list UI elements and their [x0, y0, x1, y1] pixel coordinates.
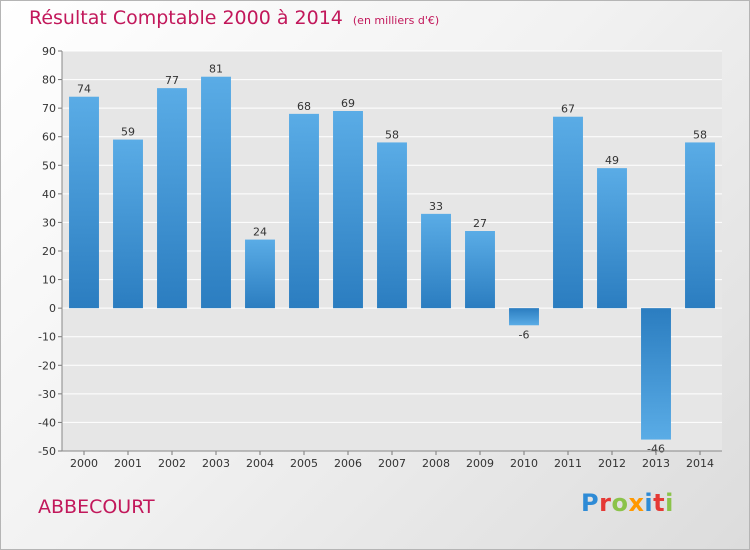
bar-2005 [289, 113, 319, 309]
chart-title: Résultat Comptable 2000 à 2014 [29, 7, 343, 29]
x-tick-label: 2014 [686, 457, 714, 470]
bar-2000 [69, 96, 99, 309]
bar-2009 [465, 231, 495, 309]
data-label: 69 [341, 97, 355, 110]
bar-2003 [201, 76, 231, 309]
data-label: 24 [253, 226, 267, 239]
data-label: -46 [647, 443, 665, 456]
data-label: -6 [519, 328, 530, 341]
y-tick-label: 50 [42, 159, 56, 172]
x-tick-label: 2003 [202, 457, 230, 470]
data-label: 74 [77, 83, 91, 96]
y-tick-label: -30 [38, 388, 56, 401]
x-tick-label: 2001 [114, 457, 142, 470]
y-tick-label: 20 [42, 245, 56, 258]
logo-letter: r [599, 489, 612, 517]
y-tick-label: 0 [49, 302, 56, 315]
x-tick-label: 2006 [334, 457, 362, 470]
bar-2001 [113, 139, 143, 309]
proxiti-logo[interactable]: Proxiti [581, 489, 674, 517]
data-label: 59 [121, 126, 135, 139]
y-tick-label: 10 [42, 274, 56, 287]
bar-2010 [509, 308, 539, 326]
logo-letter: i [665, 489, 674, 517]
bar-2007 [377, 142, 407, 309]
logo-letter: t [653, 489, 666, 517]
chart-title-block: Résultat Comptable 2000 à 2014 (en millie… [29, 7, 439, 29]
bar-2008 [421, 213, 451, 309]
x-tick-label: 2004 [246, 457, 274, 470]
data-label: 81 [209, 63, 223, 76]
x-tick-label: 2011 [554, 457, 582, 470]
x-tick-label: 2012 [598, 457, 626, 470]
bar-2004 [245, 239, 275, 309]
bar-2013 [641, 308, 671, 440]
y-tick-label: -40 [38, 416, 56, 429]
chart-subtitle: (en milliers d'€) [352, 14, 440, 27]
data-label: 77 [165, 74, 179, 87]
x-tick-label: 2009 [466, 457, 494, 470]
data-label: 33 [429, 200, 443, 213]
x-tick-label: 2008 [422, 457, 450, 470]
y-tick-label: 80 [42, 74, 56, 87]
y-tick-label: -10 [38, 331, 56, 344]
bar-2014 [685, 142, 715, 309]
logo-letter: P [581, 489, 600, 517]
x-tick-label: 2005 [290, 457, 318, 470]
bar-2012 [597, 168, 627, 309]
data-label: 27 [473, 217, 487, 230]
data-label: 68 [297, 100, 311, 113]
data-label: 58 [385, 128, 399, 141]
data-label: 67 [561, 103, 575, 116]
x-tick-label: 2000 [70, 457, 98, 470]
bar-2006 [333, 111, 363, 309]
y-tick-label: -50 [38, 445, 56, 458]
x-tick-label: 2002 [158, 457, 186, 470]
x-tick-label: 2010 [510, 457, 538, 470]
x-tick-label: 2007 [378, 457, 406, 470]
y-tick-label: 60 [42, 131, 56, 144]
x-tick-label: 2013 [642, 457, 670, 470]
logo-letter: x [628, 489, 645, 517]
axes-group: -50 -40 -30 -20 -10 0 10 20 30 40 50 60 70 80 90 2000 20… [38, 45, 722, 470]
y-tick-label: 30 [42, 216, 56, 229]
data-label: 58 [693, 128, 707, 141]
y-tick-label: 90 [42, 45, 56, 58]
data-label: 49 [605, 154, 619, 167]
logo-letter: o [611, 489, 629, 517]
y-tick-label: 40 [42, 188, 56, 201]
y-tick-label: 70 [42, 102, 56, 115]
y-tick-label: -20 [38, 359, 56, 372]
bars-group: 74 59 77 81 24 68 69 58 33 27 -6 67 49 -46 58 [69, 63, 715, 456]
logo-letter: i [644, 489, 654, 517]
bar-2011 [553, 116, 583, 309]
bar-2002 [157, 88, 187, 309]
commune-name: ABBECOURT [38, 496, 155, 518]
